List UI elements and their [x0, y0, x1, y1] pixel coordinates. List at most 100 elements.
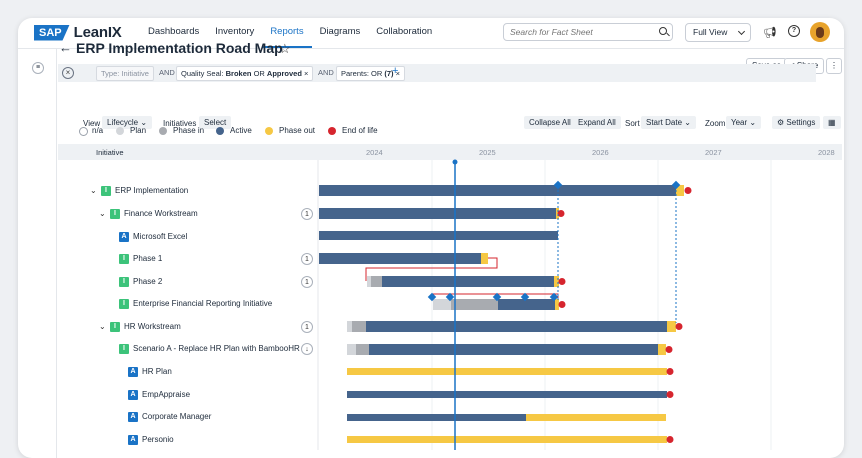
- tree-row-label[interactable]: Phase 2: [133, 277, 163, 286]
- legend-na-dot: [79, 127, 88, 136]
- collapse-all-button[interactable]: Collapse All: [524, 116, 576, 129]
- megaphone-icon[interactable]: 📢︎: [763, 27, 777, 39]
- chevron-down-icon: [737, 27, 746, 36]
- legend-active-dot: [216, 127, 224, 135]
- year-2026: 2026: [592, 148, 609, 157]
- quality-or: OR: [253, 69, 265, 78]
- legend-phaseout: Phase out: [279, 126, 316, 135]
- remove-parents-icon[interactable]: ×: [395, 69, 401, 78]
- initiative-badge-icon: I: [101, 186, 111, 196]
- legend-eol-dot: [328, 127, 336, 135]
- nav-reports[interactable]: Reports: [262, 18, 312, 48]
- logo[interactable]: SAP LeanIX: [34, 24, 122, 41]
- application-badge-icon: A: [128, 412, 138, 422]
- view-mode-select[interactable]: Full View: [685, 23, 751, 42]
- filter-type-chip[interactable]: Type: Initiative: [96, 66, 154, 81]
- main-nav: Dashboards Inventory Reports Diagrams Co…: [140, 18, 440, 48]
- tree-row-label[interactable]: Phase 1: [133, 254, 163, 263]
- quality-prefix: Quality Seal:: [181, 69, 224, 78]
- application-badge-icon: A: [119, 232, 129, 242]
- relation-count-badge[interactable]: 1: [301, 208, 313, 220]
- initiatives-select[interactable]: Select: [199, 116, 232, 129]
- quality-approved: Approved: [266, 69, 302, 78]
- year-2027: 2027: [705, 148, 722, 157]
- expand-caret-icon[interactable]: ⌄: [99, 209, 106, 218]
- nav-dashboards[interactable]: Dashboards: [148, 26, 200, 37]
- expand-all-button[interactable]: Expand All: [573, 116, 621, 129]
- remove-quality-icon[interactable]: ×: [304, 69, 309, 78]
- search-input[interactable]: [503, 23, 673, 41]
- left-sidebar: ≡: [18, 48, 57, 458]
- more-icon[interactable]: ⋮: [826, 58, 842, 74]
- nav-inventory[interactable]: Inventory: [215, 26, 255, 37]
- zoom-select[interactable]: Year ⌄: [726, 116, 762, 129]
- initiative-badge-icon: I: [119, 299, 129, 309]
- menu-icon[interactable]: ≡: [32, 62, 44, 74]
- view-mode-label: Full View: [693, 27, 728, 37]
- legend-phaseout-dot: [265, 127, 273, 135]
- legend-phasein: Phase in: [173, 126, 205, 135]
- tree-row-label[interactable]: Personio: [142, 435, 174, 444]
- expand-caret-icon[interactable]: ⌄: [99, 322, 106, 331]
- year-2025: 2025: [479, 148, 496, 157]
- star-icon[interactable]: ☆: [279, 41, 291, 56]
- sort-select[interactable]: Start Date ⌄: [641, 116, 696, 129]
- avatar[interactable]: [810, 22, 830, 42]
- zoom-label: Zoom: [705, 119, 726, 128]
- initiative-badge-icon: I: [110, 209, 120, 219]
- legend-plan: Plan: [130, 126, 147, 135]
- nav-diagrams[interactable]: Diagrams: [319, 26, 361, 37]
- tree-row-label[interactable]: Corporate Manager: [142, 412, 212, 421]
- initiative-column-header: Initiative: [96, 148, 124, 157]
- legend-plan-dot: [116, 127, 124, 135]
- settings-button[interactable]: ⚙ Settings: [772, 116, 821, 129]
- search-icon[interactable]: [659, 27, 667, 35]
- table-view-icon[interactable]: ▦: [823, 116, 841, 129]
- initiative-badge-icon: I: [119, 277, 129, 287]
- relation-count-badge[interactable]: 1: [301, 253, 313, 265]
- application-badge-icon: A: [128, 435, 138, 445]
- expand-caret-icon[interactable]: ⌄: [90, 186, 97, 195]
- application-badge-icon: A: [128, 390, 138, 400]
- and-label-2: AND: [318, 68, 334, 77]
- relation-count-badge[interactable]: 1: [301, 321, 313, 333]
- zoom-value: Year: [731, 118, 748, 127]
- legend-active: Active: [230, 126, 252, 135]
- tree-row-label[interactable]: HR Workstream: [124, 322, 181, 331]
- filter-quality-chip[interactable]: Quality Seal: Broken OR Approved ×: [176, 66, 314, 81]
- relation-count-badge[interactable]: 1: [301, 276, 313, 288]
- gear-icon: ⚙: [777, 118, 785, 127]
- initiative-badge-icon: I: [110, 322, 120, 332]
- legend-eol: End of life: [342, 126, 378, 135]
- app-window: SAP LeanIX Dashboards Inventory Reports …: [18, 18, 844, 458]
- tree-row-label[interactable]: Scenario A - Replace HR Plan with Bamboo…: [133, 344, 300, 353]
- and-label: AND: [159, 68, 175, 77]
- tree-row-label[interactable]: HR Plan: [142, 367, 172, 376]
- relation-count-badge[interactable]: ↓: [301, 343, 313, 355]
- initiative-badge-icon: I: [119, 254, 129, 264]
- nav-collaboration[interactable]: Collaboration: [376, 26, 433, 37]
- tree-row-label[interactable]: ERP Implementation: [115, 186, 189, 195]
- back-arrow-icon[interactable]: ←: [59, 40, 72, 55]
- sap-logo: SAP: [34, 24, 70, 41]
- brand-name: LeanIX: [73, 24, 122, 41]
- clear-filters-icon[interactable]: ×: [62, 67, 74, 79]
- tree-row-label[interactable]: Enterprise Financial Reporting Initiativ…: [133, 299, 273, 308]
- tree-row-label[interactable]: Finance Workstream: [124, 209, 198, 218]
- view-value: Lifecycle: [107, 118, 139, 127]
- application-badge-icon: A: [128, 367, 138, 377]
- view-label: View: [83, 119, 101, 128]
- help-icon[interactable]: ?: [788, 25, 800, 37]
- add-filter-icon[interactable]: +: [392, 65, 399, 77]
- tree-row-label[interactable]: EmpAppraise: [142, 390, 191, 399]
- year-2024: 2024: [366, 148, 383, 157]
- parents-label: Parents: OR: [341, 69, 383, 78]
- legend-phasein-dot: [159, 127, 167, 135]
- tree-row-label[interactable]: Microsoft Excel: [133, 232, 188, 241]
- year-2028: 2028: [818, 148, 835, 157]
- sort-label: Sort: [625, 119, 640, 128]
- view-select[interactable]: Lifecycle ⌄: [102, 116, 153, 129]
- quality-broken: Broken: [225, 69, 252, 78]
- parents-count: (7): [384, 69, 394, 78]
- filter-parents-chip[interactable]: Parents: OR (7) ×: [336, 66, 406, 81]
